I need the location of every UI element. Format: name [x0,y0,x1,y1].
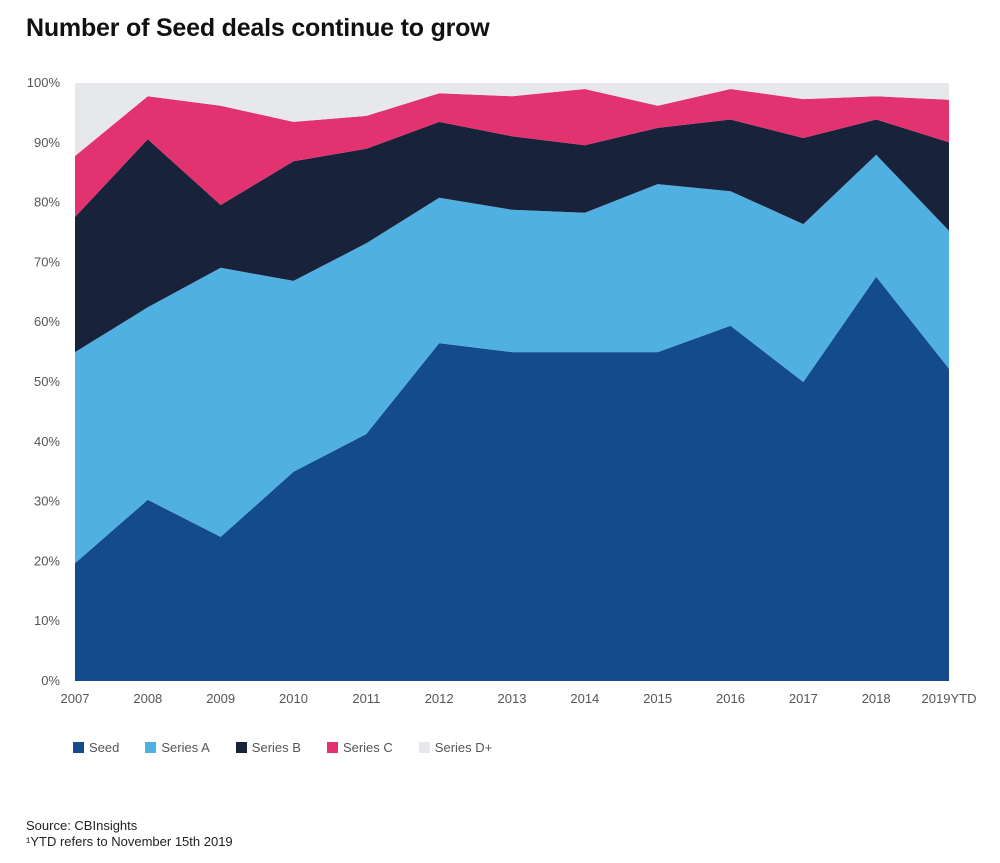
legend-swatch [145,742,157,753]
y-axis-ticks: 0% 10% 20% 30% 40% 50% 60% 70% 80% 90% 100% [27,75,61,688]
x-tick-label: 2007 [61,691,90,706]
legend-swatch [235,742,247,753]
x-tick-label: 2012 [425,691,454,706]
legend-item: Series D+ [418,740,493,755]
area-series-d [75,83,949,156]
y-tick-label: 80% [34,195,60,210]
x-tick-label: 2016 [716,691,745,706]
legend-label: Series B [251,740,301,755]
y-tick-label: 20% [34,553,60,568]
legend-label: Series D+ [434,740,493,755]
area-series-b [75,119,949,353]
y-tick-label: 70% [34,254,60,269]
footnotes: Source: CBInsights ¹YTD refers to Novemb… [26,818,233,850]
legend-label: Seed [89,740,120,755]
legend-item: Seed [73,740,119,755]
x-tick-label: 2010 [279,691,308,706]
area-seed [75,276,949,681]
chart-title: Number of Seed deals continue to grow [26,14,490,42]
y-tick-label: 40% [34,434,60,449]
area-series-c [75,89,949,217]
y-tick-label: 100% [27,75,61,90]
y-tick-label: 50% [34,374,60,389]
area-series-a [75,154,949,564]
legend-label: Series A [161,740,210,755]
x-axis-ticks: 2007 2008 2009 2010 2011 2012 2013 2014 2015 2016… [61,691,977,706]
legend-item: Series B [235,740,301,755]
y-tick-label: 90% [34,135,60,150]
legend-label: Series C [342,740,393,755]
x-tick-label: 2013 [498,691,527,706]
y-tick-label: 0% [41,673,60,688]
legend-swatch [418,742,430,753]
x-tick-label: 2014 [570,691,599,706]
plot-areas [75,83,949,681]
y-tick-label: 30% [34,494,60,509]
stacked-area-chart: 0%10%20%30%40%50%60%70%80%90%100% 2007 20… [27,75,977,706]
legend: Seed Series A Series B Series C Series D+ [73,740,518,755]
ytd-note: ¹YTD refers to November 15th 2019 [26,834,233,849]
x-tick-label: 2008 [133,691,162,706]
legend-item: Series C [326,740,393,755]
source-note: Source: CBInsights [26,818,138,833]
legend-item: Series A [145,740,210,755]
x-tick-label: 2009 [206,691,235,706]
legend-swatch [326,742,338,753]
x-tick-label: 2019YTD [922,691,977,706]
x-tick-label: 2015 [643,691,672,706]
x-tick-label: 2011 [352,691,380,706]
legend-swatch [73,742,84,753]
x-tick-label: 2018 [862,691,891,706]
y-tick-label: 10% [34,613,60,628]
x-tick-label: 2017 [789,691,818,706]
y-tick-label: 60% [34,314,60,329]
